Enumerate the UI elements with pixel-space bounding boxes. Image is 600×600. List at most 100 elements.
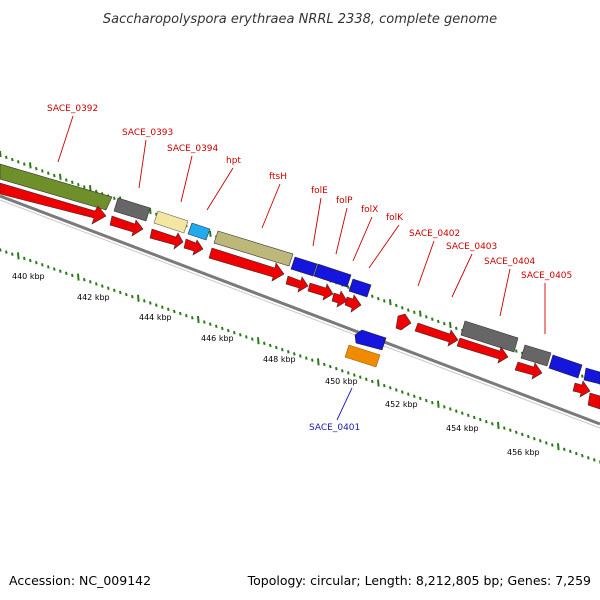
leader-line: [417, 240, 435, 287]
tick-mark: [419, 310, 422, 317]
scale-tick-mark: [161, 305, 164, 309]
scale-tick-mark: [17, 252, 20, 260]
gene-label-fole[interactable]: folE: [311, 186, 328, 196]
gene-label-sace0404[interactable]: SACE_0404: [484, 257, 536, 267]
feature-gene-sace0405[interactable]: [548, 354, 583, 379]
tick-mark: [443, 322, 446, 326]
tick-mark: [41, 169, 44, 173]
gene-label-sace0401[interactable]: SACE_0401: [309, 423, 360, 433]
scale-tick-mark: [377, 379, 380, 387]
scale-tick-mark: [191, 316, 194, 320]
feature-gene-sace0403[interactable]: [460, 320, 519, 353]
scale-tick-track: [0, 248, 600, 464]
scale-tick-mark: [149, 301, 152, 305]
feature-cds-folx[interactable]: [331, 290, 348, 308]
feature-gene-sace0401-blue[interactable]: [354, 329, 387, 351]
genome-stats-text: Topology: circular; Length: 8,212,805 bp…: [247, 573, 591, 588]
gene-label-sace0405[interactable]: SACE_0405: [521, 271, 572, 281]
tick-mark: [389, 299, 392, 306]
scale-tick-mark: [503, 426, 506, 430]
leader-line: [138, 139, 147, 189]
scale-tick-mark: [557, 443, 560, 451]
scale-tick-mark: [347, 371, 350, 375]
gene-label-folk[interactable]: folK: [386, 213, 404, 223]
map-title: Saccharopolyspora erythraea NRRL 2338, c…: [103, 12, 497, 27]
tick-mark: [113, 196, 116, 201]
gene-label-sace0402[interactable]: SACE_0402: [409, 229, 460, 239]
scale-tick-mark: [593, 458, 596, 462]
feature-cds-sace0402[interactable]: [395, 313, 412, 331]
feature-cds-sace0393[interactable]: [109, 215, 144, 237]
tick-mark: [413, 310, 416, 315]
tick-mark: [65, 178, 68, 182]
gene-label-folp[interactable]: folP: [336, 196, 353, 206]
gene-label-ftsh[interactable]: ftsH: [269, 172, 287, 182]
gene-label-sace0403[interactable]: SACE_0403: [446, 242, 497, 252]
feature-cds-sace0392[interactable]: [0, 182, 107, 225]
scale-tick-mark: [155, 303, 158, 307]
feature-gene-sace0392[interactable]: [0, 163, 113, 211]
tick-mark: [377, 296, 380, 301]
forward-strand: [0, 163, 600, 410]
feature-cds-sace0404[interactable]: [456, 337, 509, 364]
scale-label: 456 kbp: [507, 448, 540, 457]
feature-gene-sace0401[interactable]: [344, 344, 381, 368]
gene-label-hpt[interactable]: hpt: [226, 156, 241, 166]
feature-gene-fole[interactable]: [290, 256, 318, 277]
feature-cds-folp[interactable]: [307, 282, 334, 301]
scale-tick-mark: [467, 413, 470, 418]
feature-cds-ftsh[interactable]: [208, 247, 285, 282]
feature-gene-sace0393[interactable]: [113, 197, 151, 222]
feature-gene-sace0404[interactable]: [520, 344, 552, 367]
feature-gene-folx-folk[interactable]: [348, 278, 372, 298]
feature-cds-fole[interactable]: [285, 275, 309, 293]
tick-mark: [89, 185, 92, 192]
scale-label: 454 kbp: [446, 424, 479, 433]
scale-tick-mark: [0, 248, 2, 252]
feature-gene-sace0394[interactable]: [153, 210, 189, 234]
scale-tick-mark: [359, 375, 362, 379]
scale-label: 440 kbp: [12, 272, 45, 281]
scale-tick-mark: [509, 428, 512, 432]
feature-gene-hpt[interactable]: [187, 222, 211, 241]
tick-mark: [347, 285, 350, 289]
scale-tick-mark: [263, 341, 266, 345]
tick-mark: [437, 319, 440, 324]
scale-tick-mark: [449, 407, 452, 411]
feature-cds-sace0405[interactable]: [514, 361, 543, 380]
scale-tick-mark: [431, 400, 434, 405]
gene-label-folx[interactable]: folX: [361, 205, 378, 215]
reverse-strand: [344, 329, 387, 368]
scale-tick-mark: [281, 347, 284, 352]
feature-cds-folk[interactable]: [344, 294, 362, 313]
tick-mark: [77, 182, 80, 187]
leader-line: [335, 207, 348, 255]
scale-tick-mark: [239, 333, 242, 337]
scale-tick-mark: [185, 314, 188, 318]
feature-gene-ftsh[interactable]: [213, 230, 294, 267]
feature-cds-sace0403[interactable]: [414, 322, 459, 347]
feature-gene-folp[interactable]: [313, 263, 352, 288]
feature-cds-sace0394[interactable]: [149, 228, 184, 250]
tick-mark: [407, 308, 410, 312]
scale-tick-mark: [311, 358, 314, 362]
gene-label-sace0393[interactable]: SACE_0393: [122, 128, 173, 138]
scale-tick-mark: [587, 456, 590, 460]
tick-mark: [581, 374, 584, 378]
scale-tick-mark: [113, 288, 116, 292]
scale-tick-mark: [269, 343, 272, 348]
scale-tick-mark: [215, 324, 218, 329]
scale-tick-mark: [419, 396, 422, 401]
scale-tick-mark: [83, 277, 86, 282]
scale-tick-mark: [413, 394, 416, 398]
feature-cds-edge[interactable]: [572, 380, 591, 398]
scale-tick-mark: [143, 299, 146, 303]
feature-cds-edge-2[interactable]: [587, 392, 600, 410]
scale-tick-mark: [335, 367, 338, 371]
feature-cds-hpt[interactable]: [183, 238, 204, 256]
gene-label-sace0394[interactable]: SACE_0394: [167, 144, 219, 154]
feature-gene-edge[interactable]: [583, 367, 600, 385]
scale-tick-mark: [107, 286, 110, 290]
gene-label-sace0392[interactable]: SACE_0392: [47, 104, 98, 114]
tick-mark: [17, 160, 20, 164]
